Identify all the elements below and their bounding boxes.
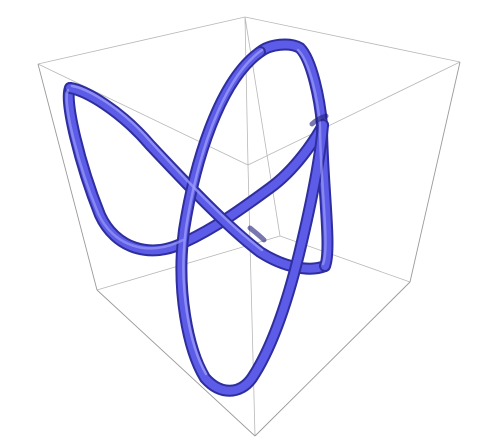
box-edge	[37, 16, 246, 65]
curve-crossing-shade	[309, 113, 329, 127]
curve-crossing-shade	[247, 225, 267, 243]
curve-highlight	[296, 48, 327, 266]
box-edge	[254, 281, 411, 437]
box-edge	[96, 289, 256, 437]
curve-segment-right-lobe-face	[256, 40, 332, 270]
curve-highlight	[70, 84, 264, 252]
curve-highlight	[65, 88, 185, 250]
space-curve-tube	[62, 38, 334, 397]
box-edge	[244, 16, 249, 166]
box-edge	[247, 61, 461, 166]
box-edge	[37, 63, 249, 166]
box-edge	[244, 16, 461, 63]
box-edge	[37, 63, 98, 291]
curve-highlight	[182, 48, 264, 376]
curve-segment-central-loop-face	[177, 48, 327, 395]
box-edge	[409, 61, 461, 283]
